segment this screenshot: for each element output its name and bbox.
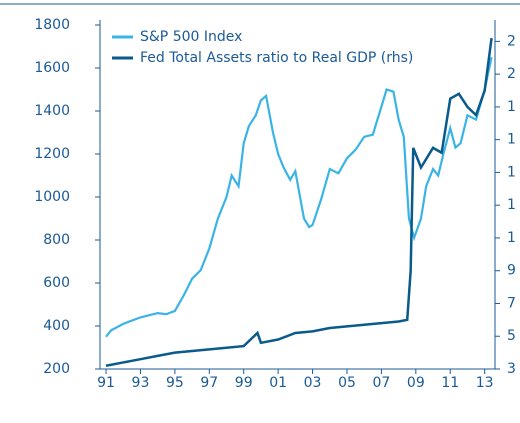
y-tick-label: 200 (43, 361, 70, 377)
y-tick-label: 1000 (34, 189, 70, 205)
x-tick-label: 91 (97, 375, 115, 391)
y-tick-label: 1600 (34, 60, 70, 76)
y2-tick-label: 2 (507, 33, 516, 49)
y2-tick-label: 1 (507, 99, 516, 115)
y-tick-label: 1800 (34, 17, 70, 33)
x-tick-label: 07 (372, 375, 390, 391)
x-tick-label: 99 (235, 375, 253, 391)
x-tick-label: 13 (476, 375, 494, 391)
y2-tick-label: 1 (507, 164, 516, 180)
series-line (105, 37, 493, 367)
x-tick-label: 95 (166, 375, 184, 391)
y-tick-label: 800 (43, 232, 70, 248)
x-tick-label: 01 (269, 375, 287, 391)
x-tick-label: 97 (200, 375, 218, 391)
series-line (105, 57, 493, 338)
legend-label: Fed Total Assets ratio to Real GDP (rhs) (140, 50, 413, 66)
x-tick-label: 93 (132, 375, 150, 391)
y2-tick-label: 1 (507, 230, 516, 246)
x-tick-label: 05 (338, 375, 356, 391)
y2-tick-label: 5 (507, 328, 516, 344)
y2-tick-label: 9 (507, 263, 516, 279)
y2-tick-label: 7 (507, 295, 516, 311)
legend-label: S&P 500 Index (140, 29, 242, 45)
y2-tick-label: 1 (507, 132, 516, 148)
y2-tick-label: 2 (507, 66, 516, 82)
y2-tick-label: 3 (507, 361, 516, 377)
y-tick-label: 600 (43, 275, 70, 291)
x-tick-label: 09 (407, 375, 425, 391)
y-tick-label: 1200 (34, 146, 70, 162)
y-tick-label: 400 (43, 318, 70, 334)
y2-tick-label: 1 (507, 197, 516, 213)
x-tick-label: 11 (441, 375, 459, 391)
x-tick-label: 03 (304, 375, 322, 391)
y-tick-label: 1400 (34, 103, 70, 119)
